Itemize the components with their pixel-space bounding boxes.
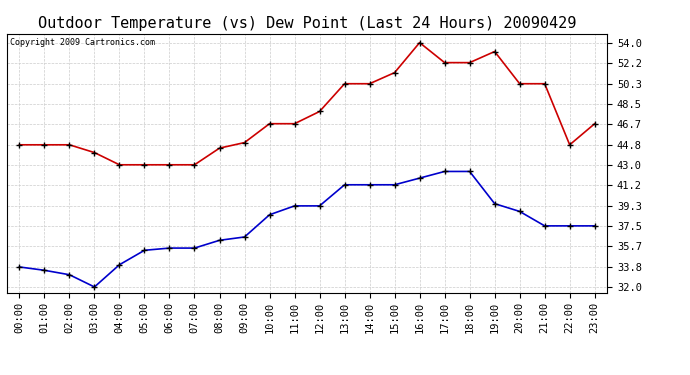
Title: Outdoor Temperature (vs) Dew Point (Last 24 Hours) 20090429: Outdoor Temperature (vs) Dew Point (Last…: [38, 16, 576, 31]
Text: Copyright 2009 Cartronics.com: Copyright 2009 Cartronics.com: [10, 38, 155, 46]
